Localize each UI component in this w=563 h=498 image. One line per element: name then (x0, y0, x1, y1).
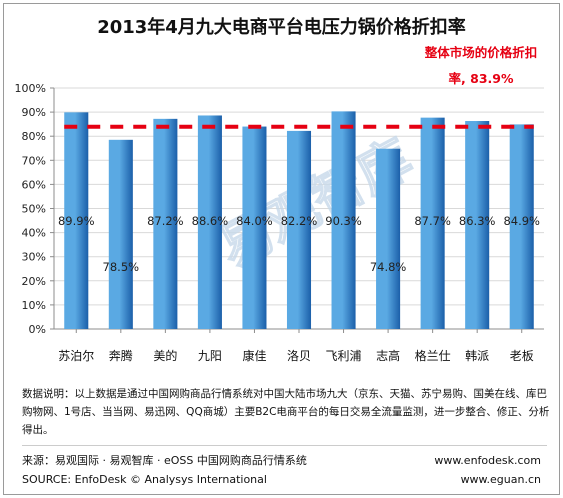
chart-title: 2013年4月九大电商平台电压力锅价格折扣率 (97, 17, 466, 38)
reference-annotation: 整体市场的价格折扣率, 83.9% (424, 45, 538, 86)
x-tick-label: 飞利浦 (326, 349, 362, 363)
y-tick-label: 90% (22, 106, 46, 119)
data-label: 82.2% (281, 214, 318, 228)
data-label: 89.9% (58, 214, 95, 228)
x-tick-label: 老板 (510, 349, 534, 363)
data-label: 90.3% (325, 214, 362, 228)
chart-frame: 2013年4月九大电商平台电压力锅价格折扣率 整体市场的价格折扣率, 83.9%… (3, 3, 560, 495)
bar (331, 111, 356, 329)
y-tick-label: 50% (22, 203, 46, 216)
x-tick-label: 九阳 (198, 349, 222, 363)
link-enfodesk[interactable]: www.enfodesk.com (434, 454, 541, 467)
source-en: SOURCE: EnfoDesk © Analysys Internationa… (22, 473, 267, 486)
bar-chart: 易观智库 0%10%20%30%40%50%60%70%80%90%100%苏泊… (15, 82, 544, 363)
x-tick-label: 格兰仕 (415, 348, 451, 363)
x-tick-label: 康佳 (242, 348, 266, 363)
data-label: 78.5% (103, 260, 140, 274)
bar (376, 148, 401, 329)
y-tick-label: 0% (29, 323, 46, 336)
labels: 0% 10% 20% 30% 40% 50% 60% 70% 80% 90% 100% 苏泊尔 89.9… (15, 82, 541, 363)
bar (64, 112, 89, 329)
data-label: 87.7% (414, 214, 451, 228)
bar (153, 118, 178, 330)
y-tick-label: 60% (22, 178, 46, 191)
x-tick-label: 奔腾 (109, 348, 133, 363)
data-label: 84.0% (236, 214, 273, 228)
bar (286, 130, 312, 329)
y-tick-label: 80% (22, 130, 46, 143)
data-label: 86.3% (459, 214, 496, 228)
data-label: 87.2% (147, 214, 184, 228)
data-label: 84.9% (503, 214, 540, 228)
x-tick-label: 韩派 (465, 348, 489, 363)
bars (64, 111, 534, 330)
x-tick-label: 美的 (153, 348, 177, 363)
y-tick-label: 40% (22, 227, 46, 240)
source-cn: 来源：易观国际 · 易观智库 · eOSS 中国网购商品行情系统 (22, 454, 307, 467)
footer-links: www.enfodesk.com www.eguan.cn (434, 451, 541, 489)
bar (108, 139, 133, 329)
x-tick-label: 苏泊尔 (58, 348, 94, 363)
x-tick-label: 志高 (376, 348, 400, 363)
bar (420, 117, 445, 329)
y-tick-label: 70% (22, 154, 46, 167)
y-tick-label: 20% (22, 275, 46, 288)
bar (509, 124, 534, 330)
footer-source: 来源：易观国际 · 易观智库 · eOSS 中国网购商品行情系统 SOURCE:… (22, 451, 307, 489)
bar (197, 115, 222, 329)
bar (465, 121, 490, 329)
data-label: 74.8% (370, 260, 407, 274)
link-eguan[interactable]: www.eguan.cn (460, 473, 541, 486)
footer-divider (22, 445, 547, 446)
x-tick-label: 洛贝 (287, 348, 311, 363)
y-tick-label: 30% (22, 251, 46, 264)
data-notes: 数据说明：以上数据是通过中国网购商品行情系统对中国大陆市场九大（京东、天猫、苏宁… (22, 388, 550, 436)
y-tick-label: 100% (15, 82, 46, 95)
y-tick-label: 10% (22, 299, 46, 312)
bar (242, 126, 267, 329)
data-label: 88.6% (192, 214, 229, 228)
